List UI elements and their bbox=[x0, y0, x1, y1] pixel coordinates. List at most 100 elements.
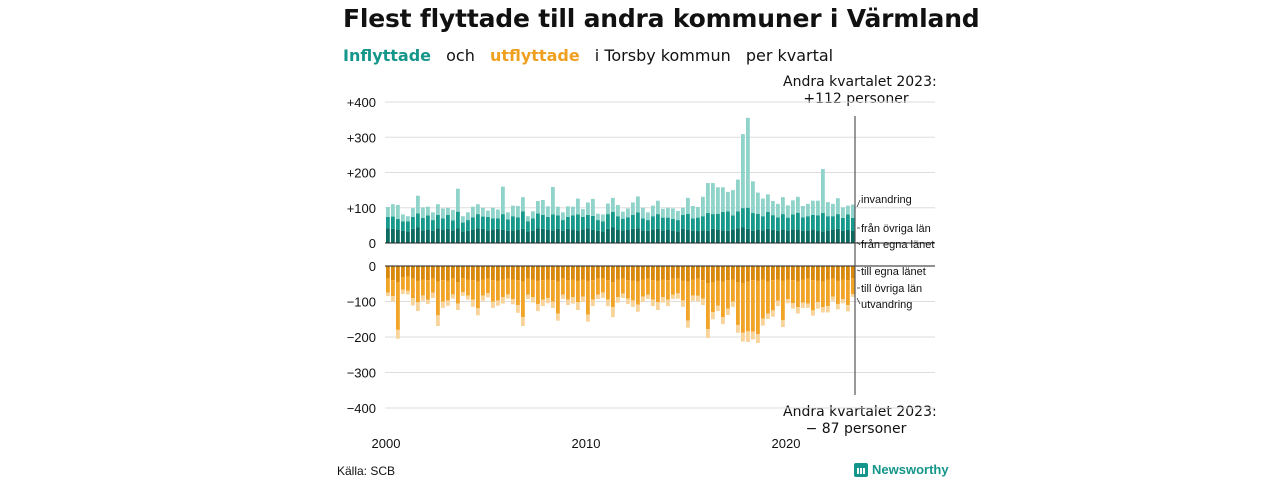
bar-out-utvandring bbox=[496, 300, 500, 306]
bar-out-egna bbox=[546, 266, 550, 280]
bar-in-egna bbox=[796, 229, 800, 243]
bar-out-ovriga bbox=[661, 279, 665, 298]
bar-out-egna bbox=[436, 266, 440, 282]
bar-in-invandring bbox=[846, 205, 850, 215]
bar-out-egna bbox=[456, 266, 460, 283]
bar-out-ovriga bbox=[781, 280, 785, 320]
bar-in-invandring bbox=[711, 183, 715, 215]
bar-in-invandring bbox=[541, 199, 545, 215]
bar-in-egna bbox=[561, 230, 565, 243]
stack-label-leader bbox=[856, 199, 861, 208]
bar-in-invandring bbox=[406, 216, 410, 222]
x-tick-label: 2020 bbox=[772, 436, 801, 451]
bar-out-utvandring bbox=[781, 319, 785, 328]
bar-out-egna bbox=[691, 266, 695, 280]
bar-out-ovriga bbox=[486, 278, 490, 293]
bar-in-invandring bbox=[831, 203, 835, 217]
bar-in-ovriga bbox=[571, 215, 575, 230]
bar-in-invandring bbox=[471, 206, 475, 218]
bar-out-egna bbox=[486, 266, 490, 279]
bar-in-invandring bbox=[641, 207, 645, 219]
bar-in-ovriga bbox=[766, 211, 770, 229]
bar-out-ovriga bbox=[531, 279, 535, 298]
bar-out-utvandring bbox=[491, 301, 495, 308]
bar-in-egna bbox=[731, 229, 735, 243]
bar-in-egna bbox=[521, 228, 525, 243]
bar-in-ovriga bbox=[691, 218, 695, 231]
bar-out-utvandring bbox=[621, 293, 625, 298]
annotation-top: Andra kvartalet 2023: +112 personer bbox=[783, 74, 937, 108]
bar-in-egna bbox=[591, 229, 595, 243]
bar-out-egna bbox=[531, 266, 535, 280]
bar-out-egna bbox=[431, 266, 435, 279]
bar-out-ovriga bbox=[541, 280, 545, 300]
bar-in-ovriga bbox=[741, 208, 745, 228]
bar-in-ovriga bbox=[506, 219, 510, 231]
y-tick-label-bottom: −400 bbox=[347, 401, 376, 416]
bar-in-invandring bbox=[806, 203, 810, 217]
bar-out-ovriga bbox=[471, 280, 475, 300]
bar-in-invandring bbox=[546, 206, 550, 217]
bar-in-invandring bbox=[586, 202, 590, 215]
bar-out-egna bbox=[581, 266, 585, 280]
bar-in-egna bbox=[601, 231, 605, 243]
bar-in-invandring bbox=[531, 211, 535, 219]
bar-out-ovriga bbox=[401, 277, 405, 290]
bar-out-ovriga bbox=[421, 279, 425, 296]
bar-in-egna bbox=[736, 228, 740, 243]
bar-in-ovriga bbox=[711, 214, 715, 229]
bar-in-ovriga bbox=[771, 215, 775, 230]
bar-in-egna bbox=[441, 229, 445, 243]
bar-out-utvandring bbox=[631, 300, 635, 307]
y-tick-label-top: +300 bbox=[347, 130, 376, 145]
bar-in-invandring bbox=[706, 183, 710, 214]
bar-out-egna bbox=[756, 266, 760, 281]
bar-in-ovriga bbox=[731, 215, 735, 230]
bar-in-ovriga bbox=[821, 213, 825, 232]
bar-in-ovriga bbox=[481, 216, 485, 229]
bar-out-egna bbox=[411, 266, 415, 279]
bar-in-ovriga bbox=[666, 217, 670, 230]
bar-in-ovriga bbox=[761, 216, 765, 231]
bar-out-ovriga bbox=[636, 281, 640, 305]
bar-in-invandring bbox=[411, 208, 415, 217]
bar-in-egna bbox=[616, 229, 620, 243]
bar-in-ovriga bbox=[501, 214, 505, 230]
y-tick-label-bottom: −100 bbox=[347, 295, 376, 310]
newsworthy-icon bbox=[854, 462, 868, 477]
bar-out-ovriga bbox=[671, 278, 675, 295]
bar-out-ovriga bbox=[741, 283, 745, 333]
bar-in-ovriga bbox=[516, 217, 520, 230]
bar-out-utvandring bbox=[756, 334, 760, 344]
bar-out-egna bbox=[796, 266, 800, 282]
bar-out-egna bbox=[576, 266, 580, 281]
bar-out-egna bbox=[476, 266, 480, 282]
bar-in-invandring bbox=[646, 212, 650, 221]
bar-out-utvandring bbox=[741, 332, 745, 342]
bar-in-invandring bbox=[536, 201, 540, 214]
bar-out-egna bbox=[651, 266, 655, 281]
bar-in-ovriga bbox=[451, 220, 455, 231]
bar-in-invandring bbox=[386, 207, 390, 217]
bar-in-egna bbox=[821, 231, 825, 243]
bar-out-egna bbox=[726, 266, 730, 281]
bar-in-invandring bbox=[436, 204, 440, 215]
bar-in-egna bbox=[446, 228, 450, 243]
bar-out-utvandring bbox=[596, 294, 600, 300]
bar-in-ovriga bbox=[591, 215, 595, 230]
bar-in-invandring bbox=[636, 196, 640, 213]
bar-in-egna bbox=[701, 230, 705, 243]
bar-in-egna bbox=[636, 228, 640, 243]
bar-out-egna bbox=[626, 266, 630, 281]
bar-in-invandring bbox=[581, 209, 585, 217]
bar-in-egna bbox=[421, 230, 425, 243]
bar-out-utvandring bbox=[776, 300, 780, 307]
bar-in-egna bbox=[481, 228, 485, 243]
bar-out-ovriga bbox=[796, 281, 800, 308]
stack-label-till-ovriga-lan: till övriga län bbox=[861, 283, 922, 295]
bar-out-utvandring bbox=[411, 298, 415, 306]
stack-label-fran-ovriga-lan: från övriga län bbox=[861, 223, 931, 235]
bar-in-invandring bbox=[596, 213, 600, 221]
bar-in-ovriga bbox=[606, 214, 610, 229]
bar-in-ovriga bbox=[816, 215, 820, 232]
